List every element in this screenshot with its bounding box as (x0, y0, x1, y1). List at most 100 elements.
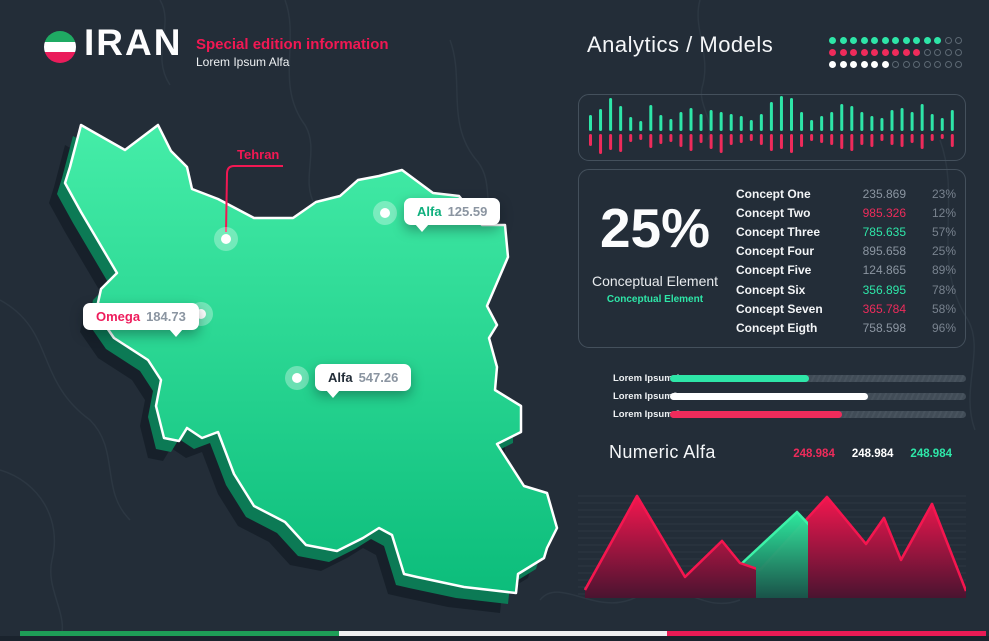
table-row[interactable]: Concept Five 124.865 89% (736, 261, 956, 280)
grid-dot (934, 61, 941, 68)
tooltip-alfa-125-name: Alfa (417, 204, 442, 219)
progress-track[interactable] (670, 410, 966, 418)
table-row[interactable]: Concept Eigth 758.598 96% (736, 318, 956, 337)
iran-map[interactable] (0, 0, 570, 625)
concept-label: Concept Eigth (736, 320, 818, 335)
progress-row: Lorem Ipsum 3 (578, 405, 966, 423)
tooltip-alfa-547[interactable]: Alfa 547.26 (315, 364, 412, 398)
stats-panel: 25% Conceptual Element Conceptual Elemen… (578, 169, 966, 348)
table-row[interactable]: Concept Three 785.635 57% (736, 222, 956, 241)
percent-value: 25% (599, 197, 711, 259)
grid-dot (839, 49, 847, 56)
tooltip-omega-name: Omega (96, 309, 141, 324)
grid-dot (944, 37, 952, 44)
concept-value: 895.658 (862, 244, 906, 259)
map-surface[interactable] (63, 123, 559, 595)
grid-dot (955, 49, 962, 56)
marker-alfa1[interactable] (373, 201, 397, 225)
grid-dot (892, 37, 899, 44)
grid-dot (944, 49, 952, 56)
concept-percent: 57% (931, 224, 956, 239)
progress-fill (670, 374, 810, 382)
header-subtitle: Special edition information (196, 36, 389, 53)
progress-row: Lorem Ipsum 1 (578, 369, 966, 387)
dot-grid-row (829, 49, 962, 56)
concept-percent: 58% (931, 301, 956, 316)
grid-dot (892, 61, 899, 68)
concept-percent: 78% (931, 282, 956, 297)
iran-map-shape[interactable] (49, 123, 559, 613)
footer-flag-stripe (20, 631, 986, 636)
footer-stripe-green (20, 631, 339, 636)
grid-dot (923, 61, 931, 68)
tooltip-alfa-125[interactable]: Alfa 125.59 (404, 198, 501, 232)
tooltip-omega-value: 184.73 (146, 309, 186, 324)
table-row[interactable]: Concept Six 356.895 78% (736, 280, 956, 299)
dot-grid (829, 37, 962, 73)
concept-label: Concept One (736, 186, 811, 201)
grid-dot (829, 49, 836, 56)
progress-label: Lorem Ipsum 1 (613, 372, 681, 384)
concept-label: Concept Three (736, 224, 821, 239)
waveform-panel (578, 94, 966, 161)
progress-track[interactable] (670, 374, 966, 382)
table-row[interactable]: Concept Four 895.658 25% (736, 242, 956, 261)
dot-grid-row (829, 37, 962, 44)
concept-value: 758.598 (862, 320, 906, 335)
grid-dot (913, 37, 920, 44)
tehran-city-label[interactable]: Tehran (237, 147, 280, 162)
grid-dot (934, 37, 941, 44)
grid-dot (913, 49, 920, 56)
progress-row: Lorem Ipsum2 (578, 387, 966, 405)
grid-dot (839, 37, 847, 44)
grid-dot (923, 37, 931, 44)
country-title: IRAN (84, 22, 183, 63)
progress-fill (670, 392, 869, 400)
grid-dot (871, 37, 878, 44)
analytics-title: Analytics / Models (587, 32, 774, 57)
footer-stripe-red (667, 631, 986, 636)
header-subtitle2: Lorem Ipsum Alfa (196, 55, 290, 69)
concept-label: Concept Five (736, 263, 812, 278)
marker-alfa2[interactable] (285, 366, 309, 390)
grid-dot (850, 61, 857, 68)
progress-track[interactable] (670, 392, 966, 400)
footer-base-bar (0, 636, 989, 641)
waveform-chart (589, 96, 954, 154)
concept-value: 365.784 (862, 301, 906, 316)
concept-percent: 96% (931, 320, 956, 335)
marker-tehran[interactable] (214, 227, 238, 251)
grid-dot (881, 37, 889, 44)
progress-fill (670, 410, 842, 418)
numeric-alfa-values: 248.984 248.984 248.984 (793, 448, 952, 460)
concept-label: Concept Four (736, 244, 814, 259)
grid-dot (850, 49, 857, 56)
progress-label: Lorem Ipsum2 (613, 390, 678, 402)
tooltip-alfa-547-value: 547.26 (358, 370, 399, 385)
table-row[interactable]: Concept Two 985.326 12% (736, 203, 956, 222)
iran-flag-icon (44, 31, 76, 63)
table-row[interactable]: Concept Seven 365.784 58% (736, 299, 956, 318)
grid-dot (871, 49, 878, 56)
grid-dot (860, 49, 868, 56)
grid-dot (881, 61, 889, 68)
concept-percent: 25% (931, 244, 956, 259)
numeric-alfa-title: Numeric Alfa (609, 442, 716, 462)
table-row[interactable]: Concept One 235.869 23% (736, 184, 956, 203)
grid-dot (923, 49, 931, 56)
concept-label: Concept Seven (736, 301, 823, 316)
tooltip-omega[interactable]: Omega 184.73 (83, 303, 199, 337)
grid-dot (860, 61, 868, 68)
concept-table: Concept One 235.869 23% Concept Two 985.326 1… (736, 184, 956, 338)
concept-percent: 12% (931, 205, 956, 220)
grid-dot (944, 61, 952, 68)
concept-value: 235.869 (862, 186, 906, 201)
grid-dot (850, 37, 857, 44)
tooltip-alfa-547-name: Alfa (328, 370, 353, 385)
grid-dot (871, 61, 878, 68)
grid-dot (902, 37, 910, 44)
grid-dot (955, 37, 962, 44)
numeric-value: 248.984 (851, 448, 894, 460)
